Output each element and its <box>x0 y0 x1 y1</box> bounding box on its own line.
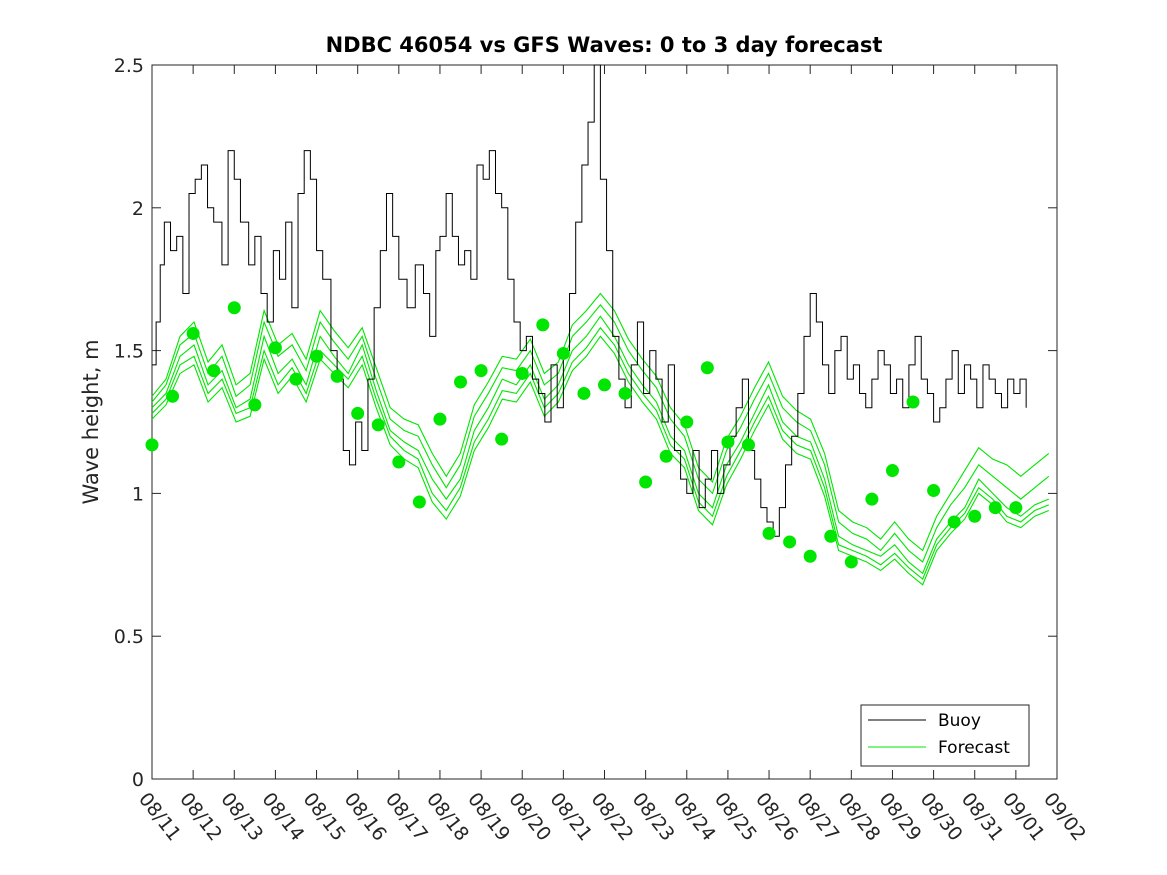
forecast-marker <box>824 529 838 543</box>
forecast-marker <box>371 418 385 432</box>
y-tick-label: 1.5 <box>114 341 144 363</box>
forecast-marker <box>474 364 488 378</box>
y-tick-label: 2 <box>132 198 144 220</box>
forecast-marker <box>659 449 673 463</box>
forecast-marker <box>1009 501 1023 515</box>
forecast-line <box>151 335 1049 586</box>
forecast-series <box>151 292 1050 586</box>
y-tick-label: 0.5 <box>114 626 144 648</box>
forecast-marker <box>700 361 714 375</box>
buoy-series <box>152 64 1027 537</box>
forecast-marker <box>762 526 776 540</box>
forecast-marker <box>947 515 961 529</box>
forecast-marker <box>351 406 365 420</box>
forecast-marker <box>227 301 241 315</box>
forecast-marker <box>803 549 817 563</box>
forecast-marker <box>741 438 755 452</box>
forecast-marker <box>721 435 735 449</box>
y-tick-label: 1 <box>132 483 144 505</box>
forecast-marker <box>268 341 282 355</box>
forecast-marker <box>515 366 529 380</box>
forecast-marker <box>433 412 447 426</box>
forecast-marker <box>330 369 344 383</box>
forecast-marker <box>680 415 694 429</box>
forecast-marker <box>207 364 221 378</box>
buoy-line <box>152 64 1027 537</box>
forecast-line <box>151 326 1049 580</box>
chart-title: NDBC 46054 vs GFS Waves: 0 to 3 day fore… <box>326 33 883 57</box>
legend: Buoy Forecast <box>860 704 1030 767</box>
legend-box <box>860 704 1030 767</box>
forecast-marker <box>556 346 570 360</box>
forecast-marker <box>639 475 653 489</box>
y-axis: 0 0.5 1 1.5 2 2.5 <box>114 55 1057 791</box>
forecast-marker <box>577 386 591 400</box>
forecast-marker <box>968 509 982 523</box>
forecast-markers <box>145 301 1023 569</box>
y-tick-label: 0 <box>132 769 144 791</box>
forecast-marker <box>783 535 797 549</box>
forecast-marker <box>145 438 159 452</box>
forecast-line <box>151 304 1050 563</box>
forecast-marker <box>865 492 879 506</box>
legend-forecast-label: Forecast <box>938 738 1010 758</box>
forecast-marker <box>844 555 858 569</box>
forecast-marker <box>906 395 920 409</box>
forecast-marker <box>927 484 941 498</box>
y-axis-label: Wave height, m <box>79 339 103 504</box>
forecast-marker <box>495 432 509 446</box>
plot-area <box>151 64 1058 780</box>
forecast-marker <box>412 495 426 509</box>
forecast-marker <box>536 318 550 332</box>
forecast-marker <box>454 375 468 389</box>
forecast-marker <box>618 386 632 400</box>
forecast-marker <box>289 372 303 386</box>
forecast-marker <box>598 378 611 392</box>
forecast-marker <box>248 398 262 412</box>
forecast-line <box>151 292 1050 552</box>
forecast-marker <box>392 455 406 469</box>
forecast-marker <box>166 389 180 403</box>
forecast-marker <box>310 349 324 363</box>
y-tick-label: 2.5 <box>114 55 144 77</box>
forecast-marker <box>988 501 1002 515</box>
forecast-marker <box>885 464 899 478</box>
forecast-marker <box>186 326 200 340</box>
legend-buoy-label: Buoy <box>938 711 981 731</box>
